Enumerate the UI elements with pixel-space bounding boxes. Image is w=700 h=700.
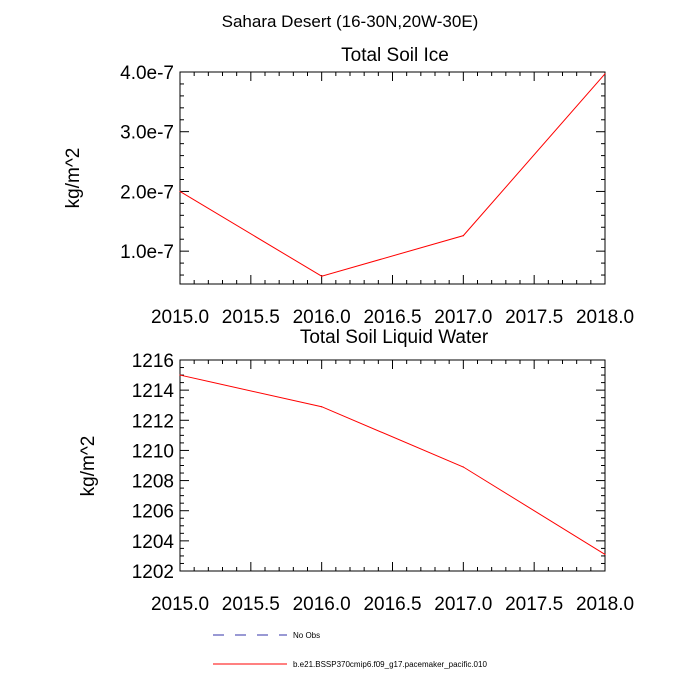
legend: No Obs b.e21.BSSP370cmip6.f09_g17.pacema… bbox=[213, 631, 487, 669]
soil-liquid-water-y-tick-label: 1202 bbox=[132, 562, 174, 583]
soil-liquid-water-x-tick-label: 2017.0 bbox=[434, 594, 492, 615]
soil-ice-y-tick-label: 2.0e-7 bbox=[120, 182, 174, 203]
soil-ice-axes bbox=[179, 71, 606, 285]
soil-liquid-water-y-tick-label: 1216 bbox=[132, 351, 174, 372]
soil-ice-title: Total Soil Ice bbox=[341, 45, 449, 66]
soil-liquid-water-ylabel: kg/m^2 bbox=[78, 436, 99, 497]
soil-liquid-water-y-tick-labels: 1202 1204 1206 1208 1210 1212 1214 1216 bbox=[132, 351, 175, 583]
soil-liquid-water-data-point bbox=[179, 374, 181, 376]
soil-ice-x-tick-label: 2016.5 bbox=[363, 307, 421, 328]
soil-liquid-water-y-tick-label: 1204 bbox=[132, 532, 175, 553]
soil-liquid-water-series bbox=[179, 374, 606, 556]
soil-ice-x-tick-label: 2018.0 bbox=[576, 307, 634, 328]
figure-title: Sahara Desert (16-30N,20W-30E) bbox=[221, 12, 479, 31]
legend-label-series: b.e21.BSSP370cmip6.f09_g17.pacemaker_pac… bbox=[293, 660, 487, 669]
soil-ice-ylabel: kg/m^2 bbox=[63, 148, 84, 209]
soil-ice-y-tick-label: 4.0e-7 bbox=[120, 63, 174, 84]
soil-liquid-water-x-tick-labels: 2015.0 2015.5 2016.0 2016.5 2017.0 2017.5 2018… bbox=[151, 594, 634, 615]
soil-ice-data-point bbox=[179, 190, 181, 193]
soil-liquid-water-axes bbox=[179, 359, 606, 572]
soil-liquid-water-x-tick-label: 2015.5 bbox=[222, 594, 280, 615]
soil-ice-data-point bbox=[604, 73, 606, 75]
soil-liquid-water-plot-frame bbox=[179, 359, 606, 572]
soil-ice-y-tick-labels: 1.0e-7 2.0e-7 3.0e-7 4.0e-7 bbox=[120, 63, 174, 263]
soil-liquid-water-data-point bbox=[604, 553, 606, 556]
soil-ice-series bbox=[179, 73, 606, 277]
soil-ice-plot-frame bbox=[179, 71, 606, 285]
soil-liquid-water-y-tick-label: 1212 bbox=[132, 411, 174, 432]
soil-liquid-water-panel: Total Soil Liquid Water kg/m^2 2015.0 201… bbox=[78, 327, 634, 615]
soil-liquid-water-x-tick-label: 2018.0 bbox=[576, 594, 634, 615]
soil-liquid-water-title: Total Soil Liquid Water bbox=[300, 327, 489, 348]
soil-liquid-water-series-line bbox=[179, 374, 606, 555]
soil-ice-y-tick-label: 3.0e-7 bbox=[120, 123, 174, 144]
soil-ice-x-tick-labels: 2015.0 2015.5 2016.0 2016.5 2017.0 2017.5 2018… bbox=[151, 307, 634, 328]
soil-ice-data-point bbox=[462, 235, 464, 237]
soil-ice-x-tick-label: 2017.0 bbox=[434, 307, 492, 328]
soil-liquid-water-x-tick-label: 2016.5 bbox=[363, 594, 421, 615]
soil-liquid-water-y-tick-label: 1206 bbox=[132, 502, 174, 523]
legend-label-no-obs: No Obs bbox=[293, 631, 320, 640]
soil-liquid-water-y-tick-label: 1210 bbox=[132, 441, 174, 462]
soil-liquid-water-x-tick-label: 2016.0 bbox=[293, 594, 351, 615]
soil-liquid-water-data-point bbox=[321, 406, 323, 408]
soil-ice-x-tick-label: 2015.0 bbox=[151, 307, 209, 328]
soil-liquid-water-x-tick-label: 2017.5 bbox=[505, 594, 563, 615]
soil-ice-x-tick-label: 2016.0 bbox=[293, 307, 351, 328]
soil-ice-x-tick-label: 2017.5 bbox=[505, 307, 563, 328]
soil-ice-panel: Total Soil Ice kg/m^2 2015.0 2015.5 2016.0… bbox=[63, 45, 634, 328]
soil-ice-x-tick-label: 2015.5 bbox=[222, 307, 280, 328]
soil-liquid-water-x-tick-label: 2015.0 bbox=[151, 594, 209, 615]
soil-liquid-water-y-tick-label: 1214 bbox=[132, 381, 175, 402]
soil-liquid-water-data-point bbox=[462, 466, 464, 468]
soil-liquid-water-y-tick-label: 1208 bbox=[132, 472, 174, 493]
soil-ice-y-tick-label: 1.0e-7 bbox=[120, 242, 174, 263]
soil-ice-series-line bbox=[179, 73, 606, 277]
soil-ice-data-point bbox=[321, 275, 323, 277]
